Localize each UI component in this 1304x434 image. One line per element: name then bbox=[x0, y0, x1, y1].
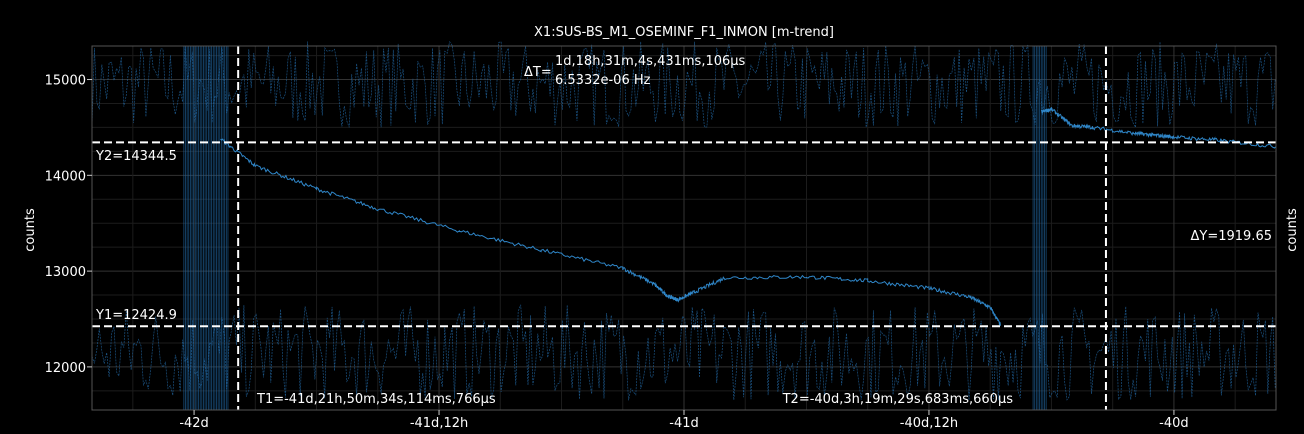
chart-title: X1:SUS-BS_M1_OSEMINF_F1_INMON [m-trend] bbox=[534, 25, 834, 40]
series-line-0 bbox=[220, 138, 1001, 326]
cursor-y2-label: Y2=14344.5 bbox=[95, 149, 177, 164]
x-tick-label: -41d,12h bbox=[410, 416, 468, 431]
delta-t-value: 1d,18h,31m,4s,431ms,106µs bbox=[555, 54, 746, 69]
y-tick-label: 12000 bbox=[45, 361, 86, 376]
min-envelope bbox=[91, 304, 1276, 401]
max-envelope bbox=[91, 40, 1276, 129]
series-lines bbox=[220, 107, 1277, 326]
delta-y-value: ΔY=1919.65 bbox=[1191, 229, 1273, 244]
cursor-t2-label: T2=-40d,3h,19m,29s,683ms,660µs bbox=[782, 392, 1014, 407]
cursor-lines bbox=[92, 46, 1276, 410]
x-tick-label: -41d bbox=[669, 416, 699, 431]
y-tick-label: 15000 bbox=[45, 74, 86, 89]
min-max-band bbox=[91, 40, 1276, 410]
x-tick-label: -40d bbox=[1159, 416, 1189, 431]
delta-f-value: 6.5332e-06 Hz bbox=[555, 73, 651, 88]
y-tick-label: 13000 bbox=[45, 265, 86, 280]
cursor-t1-label: T1=-41d,21h,50m,34s,114ms,766µs bbox=[256, 392, 496, 407]
y-axis-label: counts bbox=[23, 208, 38, 252]
ticks: 12000 13000 14000 15000 -42d -41d,12h -41d -40d… bbox=[45, 74, 1189, 431]
y-axis-label-right: counts bbox=[1285, 208, 1300, 252]
y-tick-label: 14000 bbox=[45, 169, 86, 184]
series-line-1 bbox=[1040, 107, 1277, 149]
cursor-y1-label: Y1=12424.9 bbox=[95, 308, 177, 323]
x-tick-label: -42d bbox=[179, 416, 209, 431]
delta-t-label: ΔT= bbox=[524, 65, 552, 80]
x-tick-label: -40d,12h bbox=[900, 416, 958, 431]
